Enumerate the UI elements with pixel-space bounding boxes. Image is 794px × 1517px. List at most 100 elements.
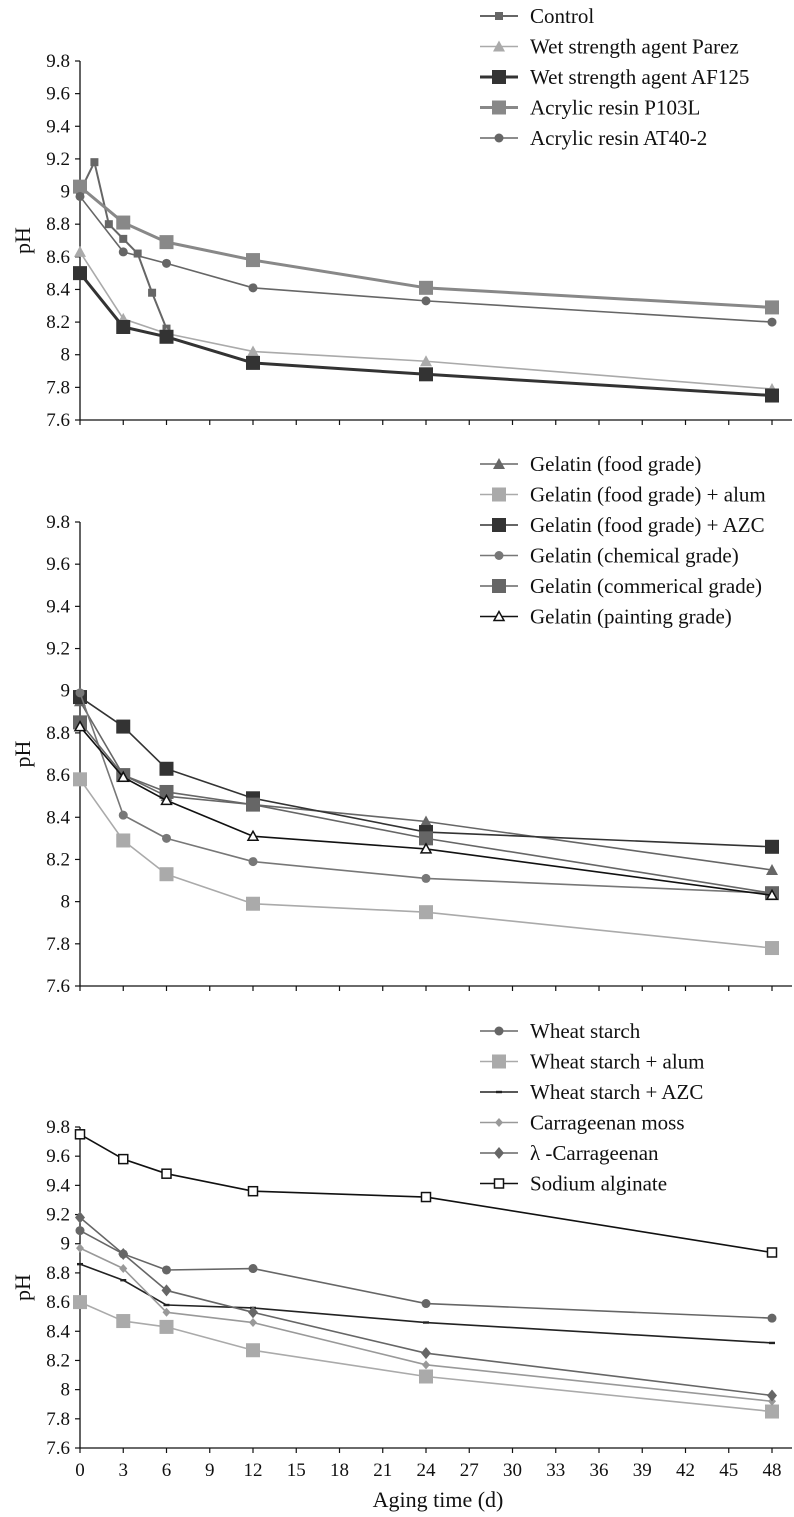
data-point <box>246 797 260 812</box>
y-tick-label: 8.4 <box>46 807 70 828</box>
legend-label: Sodium alginate <box>530 1172 667 1196</box>
data-point <box>118 1153 129 1165</box>
y-tick-label: 7.6 <box>46 1438 70 1459</box>
legend-label: Gelatin (food grade) + alum <box>530 483 766 507</box>
y-tick-label: 8.6 <box>46 247 70 268</box>
data-point <box>159 867 174 882</box>
data-point <box>118 1247 129 1260</box>
data-point <box>765 300 779 315</box>
data-point <box>73 266 87 281</box>
legend-swatch-marker <box>492 100 506 115</box>
legend-label: Control <box>530 4 594 28</box>
data-point <box>118 810 128 820</box>
legend-label: Gelatin (food grade) + AZC <box>530 513 765 537</box>
series-line <box>79 700 773 871</box>
y-axis-label: pH <box>10 1274 35 1301</box>
x-tick-label: 30 <box>503 1460 522 1481</box>
x-tick-label: 39 <box>633 1460 652 1481</box>
data-point <box>765 839 779 854</box>
series-line <box>79 1229 773 1319</box>
series-line <box>79 195 773 323</box>
y-tick-label: 9.4 <box>46 1175 70 1196</box>
series-line <box>79 1263 773 1344</box>
y-tick-label: 9.8 <box>46 512 70 533</box>
y-tick-label: 9 <box>61 182 71 203</box>
data-point <box>73 772 87 787</box>
y-tick-label: 8 <box>61 345 71 366</box>
y-tick-label: 8.2 <box>46 849 70 870</box>
y-axis-label: pH <box>10 227 35 254</box>
series-line <box>79 1216 773 1397</box>
data-point <box>419 367 433 382</box>
y-tick-label: 8.2 <box>46 1350 70 1371</box>
data-point <box>246 1343 260 1358</box>
series-line <box>79 726 773 897</box>
data-point <box>133 249 142 258</box>
data-point <box>116 770 130 782</box>
data-point <box>765 941 779 956</box>
legend-label: λ -Carrageenan <box>530 1141 659 1165</box>
x-tick-label: 21 <box>373 1460 392 1481</box>
series-line <box>79 778 773 949</box>
data-point <box>765 388 779 403</box>
series-line <box>79 696 773 848</box>
data-point <box>74 245 86 257</box>
y-tick-label: 9.6 <box>46 1146 70 1167</box>
legend-swatch-marker <box>496 1090 502 1094</box>
legend-swatch-marker <box>492 1054 506 1069</box>
legend-label: Gelatin (painting grade) <box>530 605 732 629</box>
legend-label: Wheat starch + AZC <box>530 1080 703 1104</box>
data-point <box>118 247 128 257</box>
data-point <box>75 191 85 201</box>
data-point <box>159 235 174 250</box>
chart-panel-2: 7.6 7.8 8 8.2 8.4 8.6 8.8 9 9.2 9.4 9.6 9.8 pH Gelati… <box>10 452 792 997</box>
data-point <box>119 1264 128 1274</box>
legend-label: Wheat starch <box>530 1019 641 1043</box>
legend-label: Gelatin (commerical grade) <box>530 574 762 598</box>
data-point <box>419 831 433 846</box>
data-point <box>248 857 258 867</box>
data-point <box>769 1341 775 1345</box>
y-tick-label: 9.6 <box>46 84 70 105</box>
data-point <box>421 1347 431 1360</box>
data-point <box>75 688 85 698</box>
y-tick-label: 9.4 <box>46 596 70 617</box>
data-point <box>159 761 174 776</box>
legend: Wheat starch Wheat starch + alum Wheat sta… <box>480 1019 705 1196</box>
data-point <box>419 842 433 854</box>
data-point <box>421 1299 431 1309</box>
legend-swatch-marker <box>494 551 504 560</box>
data-point <box>162 1307 171 1317</box>
y-tick-label: 8 <box>61 892 71 913</box>
legend-label: Wet strength agent Parez <box>530 35 739 59</box>
x-tick-label: 9 <box>205 1460 215 1481</box>
data-point <box>766 1247 778 1258</box>
series-line <box>79 251 773 390</box>
legend-label: Acrylic resin P103L <box>530 96 700 120</box>
legend-swatch-marker <box>494 133 504 143</box>
legend-label: Wet strength agent AF125 <box>530 65 749 89</box>
x-tick-label: 24 <box>417 1460 437 1481</box>
data-point <box>246 253 260 268</box>
data-point <box>162 1265 171 1275</box>
series-1 <box>76 158 171 333</box>
y-tick-label: 7.8 <box>46 934 70 955</box>
series-4 <box>75 688 777 898</box>
data-point <box>159 784 174 799</box>
data-point <box>75 1226 85 1236</box>
series-4 <box>76 1243 776 1406</box>
data-point <box>246 355 260 370</box>
y-tick-label: 8.8 <box>46 723 70 744</box>
series-line <box>79 692 773 894</box>
data-point <box>420 815 432 827</box>
data-point <box>767 1313 777 1323</box>
data-point <box>120 1279 127 1282</box>
series-line <box>79 721 773 894</box>
data-point <box>77 1262 83 1266</box>
y-tick-label: 8.6 <box>46 1292 70 1313</box>
y-tick-label: 9.6 <box>46 554 70 575</box>
data-point <box>420 355 432 367</box>
legend-swatch-marker <box>495 1118 503 1127</box>
data-point <box>421 296 431 306</box>
data-point <box>119 234 128 243</box>
